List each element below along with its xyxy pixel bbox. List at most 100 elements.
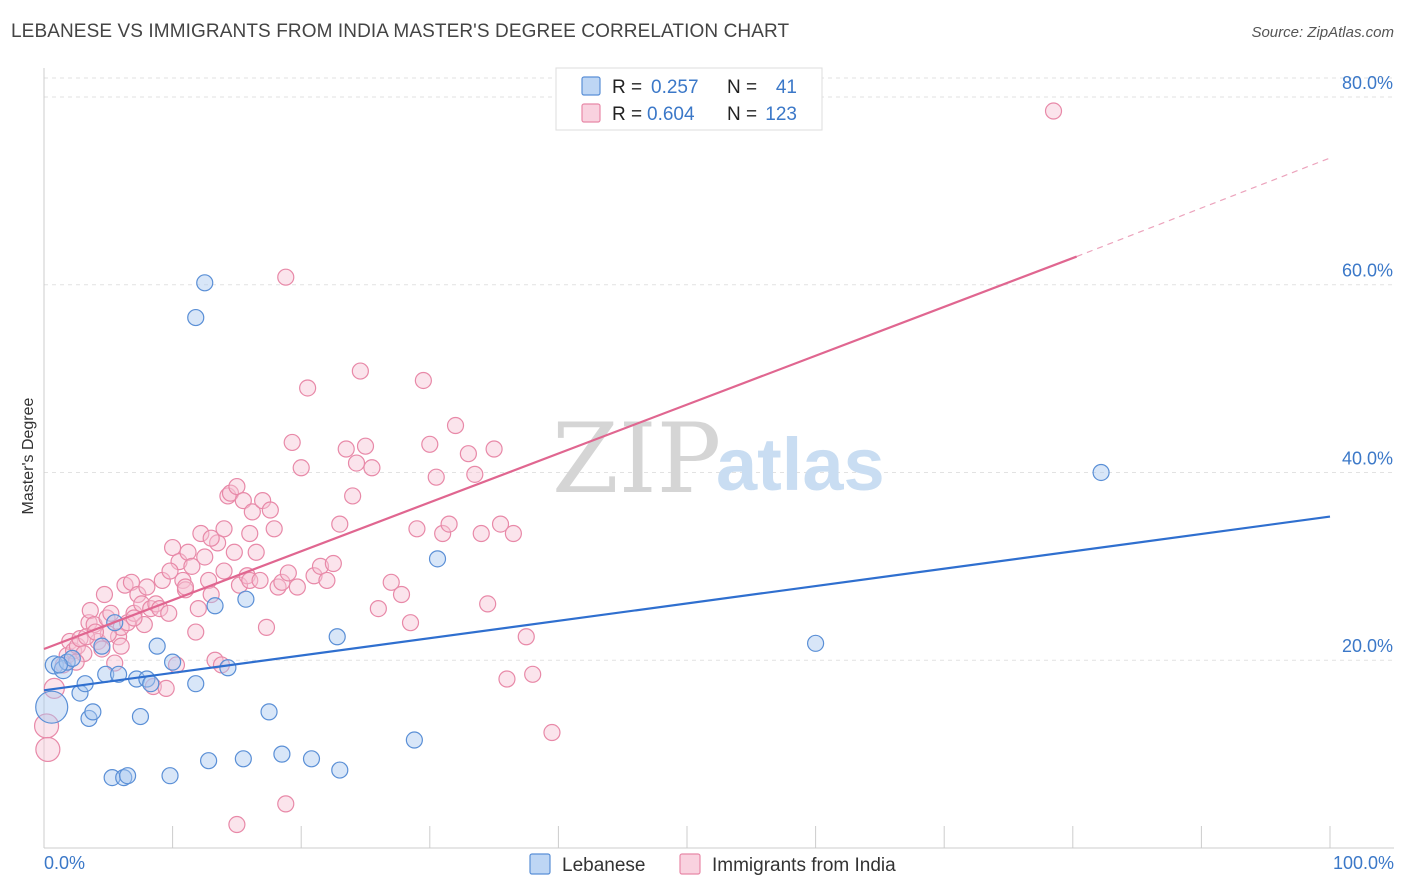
india-point-67 [265,520,283,538]
lebanese-point-39 [187,308,205,327]
india-point-105 [504,524,522,543]
legend-swatch-lebanese [581,76,601,96]
lebanese-point-40 [50,656,69,674]
x-tick-label-min: 0.0% [44,853,85,873]
series-lebanese-points [35,274,1110,787]
india-point-81 [337,440,355,458]
india-point-104 [498,670,516,688]
lebanese-point-28 [234,750,252,768]
india-point-46 [196,548,214,566]
india-point-52 [215,520,233,538]
trend-lines [43,157,1331,692]
india-point-70 [277,268,295,286]
india-point-61 [243,503,261,521]
lebanese-point-35 [405,731,423,749]
lebanese-point-15 [118,767,137,785]
india-point-107 [543,723,561,742]
y-axis-label: Master's Degree [20,397,37,514]
chart-title: LEBANESE VS IMMIGRANTS FROM INDIA MASTER… [11,21,790,42]
india-point-93 [421,435,439,453]
india-point-63 [251,571,269,590]
india-point-83 [347,454,366,472]
india-point-18 [106,654,124,672]
india-point-102 [485,440,503,458]
india-point-117 [215,562,233,580]
india-point-36 [164,538,182,557]
series-india-points [33,102,1063,834]
axes [43,68,1394,849]
lebanese-point-20 [148,637,166,655]
lebanese-point-37 [806,634,825,652]
india-point-87 [369,599,387,618]
india-point-43 [187,623,205,641]
watermark-zip: ZIP [552,403,721,515]
lebanese-point-22 [164,653,182,671]
india-point-66 [261,501,279,519]
india-point-73 [288,578,306,596]
stats-legend: R = 0.257 N = 41 R = 0.604 N = 123 [555,67,823,131]
india-point-86 [363,459,381,477]
india-point-98 [459,445,477,463]
trend-line-india [43,255,1078,650]
lebanese-point-13 [109,665,128,683]
bottom-legend-label-lebanese: Lebanese [562,855,645,876]
india-point-103 [491,515,510,533]
lebanese-point-34 [331,761,349,779]
x-ticks [43,826,1331,848]
india-point-112 [112,637,130,655]
india-point-84 [351,362,369,380]
india-point-82 [344,487,362,505]
india-point-108 [524,665,542,683]
lebanese-point-33 [328,628,346,646]
legend-n-value-india: 123 [765,104,797,125]
legend-n-label-lebanese: N = [727,77,757,98]
india-point-62 [247,543,265,561]
india-point-34 [157,679,175,698]
trend-line-india-extension [1076,157,1331,258]
india-point-35 [160,604,178,622]
india-point-71 [279,564,297,582]
india-point-15 [95,585,114,604]
watermark: ZIP atlas [552,403,885,515]
lebanese-point-27 [219,659,237,677]
lebanese-point-36 [428,550,447,568]
chart-source: Source: ZipAtlas.com [1251,24,1394,41]
watermark-atlas: atlas [716,423,885,506]
y-tick-label-80: 80.0% [1342,73,1393,93]
bottom-legend-label-india: Immigrants from India [712,855,896,876]
india-point-28 [138,578,156,596]
india-point-1 [35,736,61,763]
india-point-54 [221,484,240,502]
y-tick-label-60: 60.0% [1342,261,1393,281]
india-point-94 [427,468,445,486]
india-point-99 [466,465,484,483]
lebanese-point-38 [1092,463,1110,482]
lebanese-point-31 [273,745,291,763]
legend-n-label-india: N = [727,104,757,125]
lebanese-point-23 [187,675,205,693]
lebanese-point-21 [161,767,179,785]
india-point-58 [234,492,252,510]
india-point-85 [356,437,375,455]
india-point-42 [183,557,201,575]
bottom-legend-swatch-india [679,853,701,875]
india-point-38 [170,553,188,571]
india-point-91 [408,520,426,538]
india-point-41 [179,543,197,561]
lebanese-point-30 [260,703,278,721]
lebanese-point-9 [93,637,111,655]
india-point-55 [225,543,243,561]
bottom-legend-swatch-lebanese [529,853,551,875]
india-point-65 [257,618,276,636]
legend-r-label-india: R = [612,104,642,125]
lebanese-point-19 [142,675,160,693]
india-point-80 [331,515,349,533]
lebanese-point-24 [196,274,214,292]
india-point-75 [299,379,317,397]
india-point-96 [440,515,458,533]
india-point-110 [277,795,295,813]
lebanese-point-25 [200,752,218,770]
india-point-118 [1044,102,1063,120]
india-point-114 [161,562,179,580]
